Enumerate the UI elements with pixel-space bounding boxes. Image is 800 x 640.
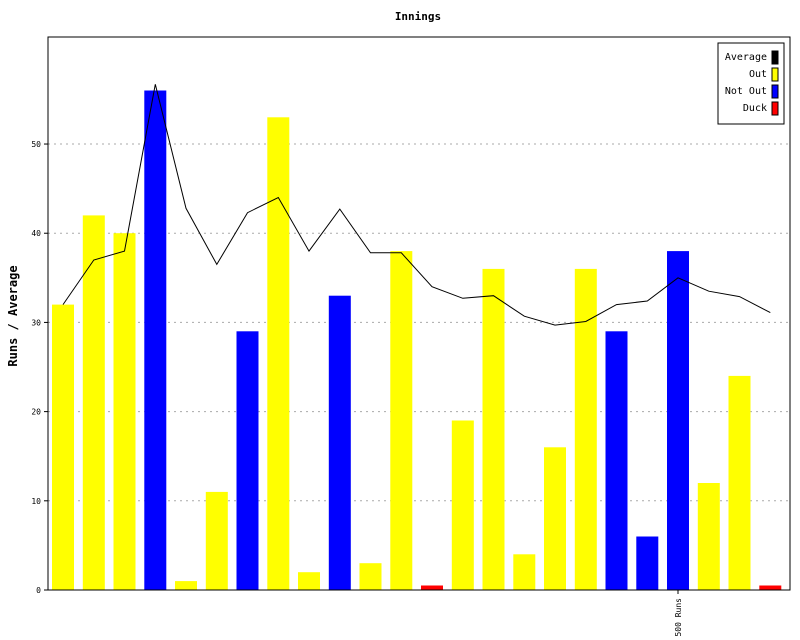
y-tick-label: 40 [31, 229, 41, 238]
gridlines [48, 143, 790, 502]
x-markers: 500 Runs [674, 590, 683, 637]
bar-10 [328, 295, 351, 590]
bars [52, 90, 782, 591]
bar-7 [236, 331, 259, 590]
bar-6 [205, 491, 228, 590]
bar-20 [636, 536, 659, 590]
bar-13 [421, 585, 443, 590]
bar-1 [52, 304, 74, 590]
average-line-group [62, 84, 771, 326]
bar-5 [175, 581, 197, 590]
bar-3 [113, 233, 136, 590]
bar-11 [359, 563, 382, 590]
bar-15 [482, 268, 505, 590]
chart-title: Innings [395, 10, 441, 23]
legend-label: Out [749, 69, 767, 80]
bar-24 [759, 585, 782, 590]
bar-18 [574, 268, 597, 590]
legend-label: Duck [743, 103, 767, 114]
bar-23 [728, 375, 751, 590]
marker-label: 500 Runs [674, 598, 683, 637]
y-axis-ticks: 0 10 20 30 40 50 [31, 140, 48, 595]
legend-swatch [771, 84, 779, 99]
bar-2 [82, 215, 105, 590]
legend-swatch [771, 67, 779, 82]
bar-22 [697, 483, 720, 590]
legend-swatch [771, 101, 779, 116]
y-axis-label: Runs / Average [6, 265, 20, 366]
y-tick-label: 50 [31, 140, 41, 149]
y-tick-label: 0 [36, 586, 41, 595]
bar-16 [513, 554, 536, 590]
legend-label: Average [725, 52, 767, 63]
bar-8 [267, 117, 290, 591]
bar-14 [451, 420, 474, 590]
y-tick-label: 20 [31, 408, 41, 417]
bar-17 [544, 447, 566, 590]
y-tick-label: 30 [31, 318, 41, 327]
bar-21 [667, 251, 689, 590]
bar-4 [144, 90, 167, 590]
bar-12 [390, 251, 413, 590]
bar-19 [605, 331, 628, 590]
legend-swatch [771, 50, 779, 65]
legend: Average Out Not Out Duck [717, 42, 785, 125]
plot-frame [47, 36, 791, 591]
legend-label: Not Out [725, 86, 767, 97]
bar-9 [298, 572, 320, 590]
y-tick-label: 10 [31, 497, 41, 506]
average-line [62, 84, 771, 326]
